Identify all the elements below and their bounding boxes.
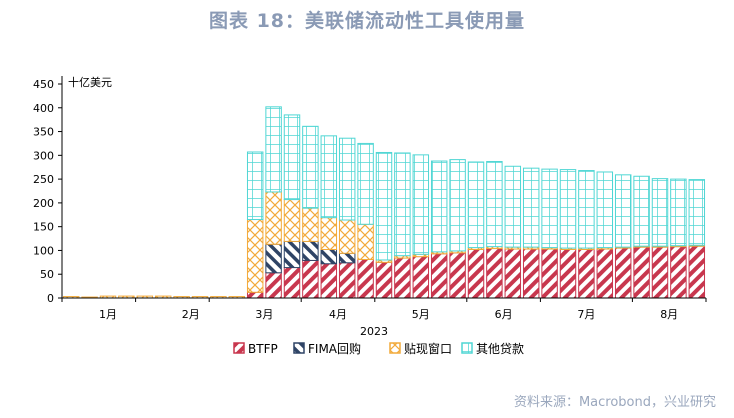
- bar-discount: [357, 223, 374, 260]
- bar-other: [375, 151, 393, 261]
- bar-btfp: [651, 246, 669, 299]
- bar-other: [522, 167, 540, 248]
- legend-label-other: 其他贷款: [476, 342, 524, 356]
- bar-other: [283, 114, 301, 201]
- x-tick-label: 3月: [255, 308, 273, 321]
- bar-other: [430, 160, 448, 253]
- bar-other: [614, 174, 632, 248]
- y-tick-label: 200: [33, 197, 54, 210]
- bar-btfp: [246, 291, 264, 299]
- x-tick-label: 6月: [495, 308, 513, 321]
- bar-other: [265, 106, 282, 193]
- bar-other: [302, 125, 319, 209]
- x-tick-label: 8月: [660, 308, 678, 321]
- y-tick-label: 300: [33, 149, 54, 162]
- y-tick-label: 100: [33, 244, 54, 257]
- bar-btfp: [283, 267, 301, 299]
- legend: BTFP FIMA回购 贴现窗口 其他贷款: [233, 341, 524, 356]
- bar-btfp: [633, 246, 650, 299]
- bar-other: [486, 161, 503, 248]
- y-tick-label: 400: [33, 102, 54, 115]
- y-tick-label: 450: [33, 78, 54, 91]
- bar-discount: [246, 219, 264, 293]
- bar-other: [449, 159, 466, 252]
- bar-other: [670, 178, 687, 247]
- bar-other: [633, 175, 650, 247]
- x-tick-label: 7月: [577, 308, 595, 321]
- bar-fima: [338, 252, 356, 264]
- bar-btfp: [375, 261, 393, 299]
- bar-btfp: [302, 259, 319, 299]
- bar-btfp: [578, 248, 595, 299]
- unit-label: 十亿美元: [68, 75, 112, 89]
- figure-title: 图表 18：美联储流动性工具使用量: [208, 10, 526, 32]
- bar-btfp: [320, 263, 338, 299]
- bar-other: [246, 151, 264, 221]
- bar-other: [412, 154, 430, 255]
- bar-btfp: [430, 253, 448, 299]
- bar-fima: [302, 240, 319, 261]
- bar-btfp: [596, 248, 614, 299]
- bar-btfp: [670, 246, 687, 299]
- legend-label-fima: FIMA回购: [308, 341, 361, 356]
- x-tick-label: 2月: [182, 308, 200, 321]
- bar-other: [688, 179, 706, 246]
- bar-other: [357, 142, 374, 225]
- bar-other: [596, 171, 614, 249]
- bar-btfp: [449, 252, 466, 299]
- bar-fima: [320, 248, 338, 265]
- bar-btfp: [265, 272, 282, 299]
- bar-other: [541, 168, 558, 249]
- bar-btfp: [486, 248, 503, 299]
- bar-other: [394, 152, 411, 257]
- x-tick-label: 4月: [329, 308, 347, 321]
- y-tick-label: 0: [47, 292, 54, 305]
- bar-btfp: [467, 248, 485, 299]
- bar-btfp: [412, 256, 430, 299]
- y-tick-label: 150: [33, 221, 54, 234]
- bars: [62, 106, 706, 299]
- bar-discount: [320, 217, 338, 250]
- bar-btfp: [504, 248, 522, 299]
- legend-swatch-fima: [293, 342, 305, 354]
- bar-other: [467, 161, 485, 249]
- legend-swatch-other: [461, 342, 473, 354]
- bar-discount: [302, 207, 319, 242]
- bar-btfp: [559, 248, 577, 299]
- bar-btfp: [522, 248, 540, 299]
- legend-swatch-btfp: [233, 342, 245, 354]
- bar-btfp: [688, 245, 706, 299]
- bar-btfp: [394, 257, 411, 299]
- bar-fima: [283, 240, 301, 269]
- bar-discount: [283, 199, 301, 242]
- bar-btfp: [614, 247, 632, 299]
- bar-btfp: [541, 248, 558, 299]
- y-tick-label: 250: [33, 173, 54, 186]
- y-tick-label: 350: [33, 126, 54, 139]
- bar-btfp: [338, 262, 356, 299]
- legend-label-discount: 贴现窗口: [404, 342, 452, 356]
- x-tick-label: 5月: [412, 308, 430, 321]
- bar-discount: [265, 191, 282, 245]
- y-tick-label: 50: [40, 268, 54, 281]
- bar-other: [338, 137, 356, 221]
- bar-discount: [338, 219, 356, 254]
- bar-other: [578, 170, 595, 249]
- x-axis-label: 2023: [360, 325, 388, 338]
- legend-swatch-discount: [389, 342, 401, 354]
- source-note: 资料来源：Macrobond，兴业研究: [513, 395, 716, 410]
- bar-fima: [265, 243, 282, 274]
- legend-label-btfp: BTFP: [248, 342, 278, 356]
- bar-other: [559, 169, 577, 249]
- bar-other: [651, 178, 669, 247]
- bar-btfp: [357, 258, 374, 299]
- bar-other: [504, 165, 522, 248]
- bar-other: [320, 135, 338, 219]
- x-tick-label: 1月: [99, 308, 117, 321]
